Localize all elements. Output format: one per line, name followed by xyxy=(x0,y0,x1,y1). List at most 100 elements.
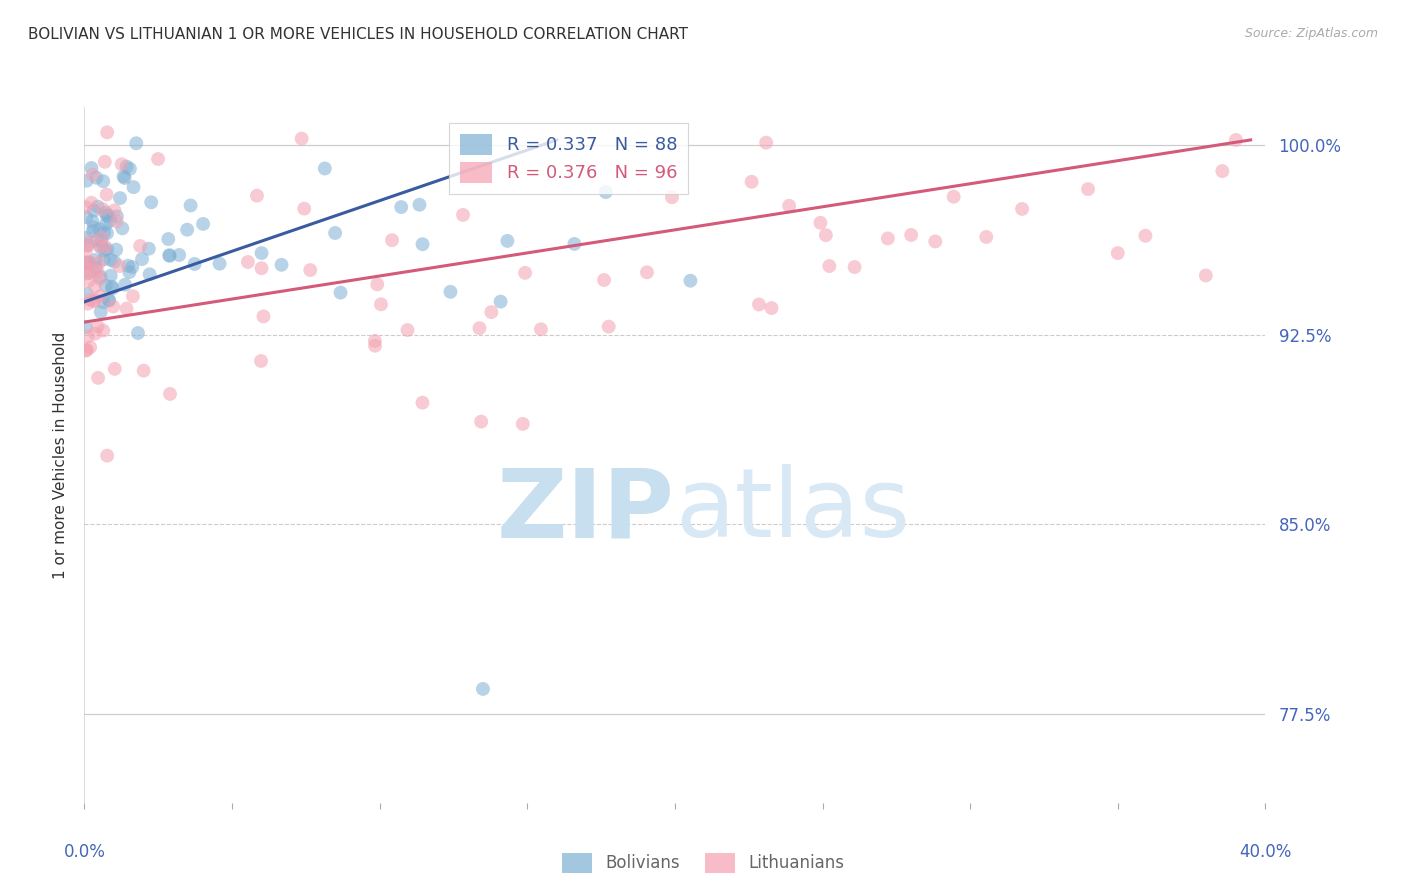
Point xyxy=(101,281,124,295)
Point xyxy=(451,208,474,222)
Point xyxy=(76,287,98,301)
Point xyxy=(513,266,536,280)
Point xyxy=(411,395,433,409)
Point xyxy=(636,265,658,279)
Point xyxy=(141,195,163,210)
Point xyxy=(366,277,388,292)
Point xyxy=(250,354,273,368)
Point xyxy=(108,191,131,205)
Point xyxy=(89,269,111,284)
Point xyxy=(530,322,553,336)
Point xyxy=(1211,164,1233,178)
Point xyxy=(595,185,617,199)
Point xyxy=(127,326,149,340)
Point xyxy=(100,279,122,293)
Point xyxy=(208,257,231,271)
Point xyxy=(1195,268,1218,283)
Point xyxy=(94,154,117,169)
Point xyxy=(96,125,118,139)
Point xyxy=(396,323,419,337)
Point xyxy=(105,243,128,257)
Point xyxy=(76,238,98,252)
Point xyxy=(75,263,97,277)
Point xyxy=(679,274,702,288)
Point xyxy=(86,170,108,185)
Point xyxy=(90,305,112,319)
Point xyxy=(94,240,117,254)
Point xyxy=(76,296,98,310)
Point xyxy=(810,216,832,230)
Point xyxy=(470,415,492,429)
Point xyxy=(176,223,198,237)
Point xyxy=(364,339,387,353)
Point xyxy=(468,321,491,335)
Point xyxy=(97,293,120,307)
Point xyxy=(79,340,101,354)
Point xyxy=(157,232,180,246)
Point xyxy=(299,263,322,277)
Point xyxy=(100,213,122,227)
Point xyxy=(75,210,97,224)
Point xyxy=(598,319,620,334)
Point xyxy=(389,200,412,214)
Point xyxy=(814,228,837,243)
Point xyxy=(94,205,117,219)
Point xyxy=(79,293,101,307)
Point xyxy=(100,252,122,267)
Point xyxy=(115,160,138,174)
Point xyxy=(370,297,392,311)
Point xyxy=(75,245,97,260)
Text: Source: ZipAtlas.com: Source: ZipAtlas.com xyxy=(1244,27,1378,40)
Point xyxy=(89,239,111,253)
Point xyxy=(83,294,105,309)
Point xyxy=(900,227,922,242)
Point xyxy=(75,343,97,358)
Point xyxy=(83,220,105,235)
Point xyxy=(924,235,946,249)
Point xyxy=(250,261,273,276)
Point xyxy=(1077,182,1099,196)
Point xyxy=(97,208,120,222)
Text: ZIP: ZIP xyxy=(496,464,675,558)
Point xyxy=(180,198,202,212)
Point xyxy=(80,195,103,210)
Point xyxy=(191,217,214,231)
Point xyxy=(118,161,141,176)
Point xyxy=(761,301,783,315)
Point xyxy=(103,203,125,218)
Point xyxy=(755,136,778,150)
Point xyxy=(115,301,138,316)
Point xyxy=(94,278,117,293)
Point xyxy=(114,171,136,186)
Point xyxy=(270,258,292,272)
Point xyxy=(118,265,141,279)
Point xyxy=(82,168,104,182)
Point xyxy=(84,326,107,341)
Point xyxy=(132,364,155,378)
Point xyxy=(121,260,143,274)
Point xyxy=(77,274,100,288)
Point xyxy=(96,187,118,202)
Point xyxy=(94,244,117,258)
Point xyxy=(439,285,461,299)
Point xyxy=(314,161,336,176)
Point xyxy=(1225,133,1247,147)
Point xyxy=(83,203,105,218)
Point xyxy=(974,230,997,244)
Point xyxy=(252,310,274,324)
Point xyxy=(93,226,115,240)
Point xyxy=(94,217,117,231)
Text: 0.0%: 0.0% xyxy=(63,843,105,861)
Point xyxy=(167,248,190,262)
Point xyxy=(83,279,105,293)
Point xyxy=(87,255,110,269)
Point xyxy=(82,263,104,277)
Point xyxy=(82,224,104,238)
Text: 40.0%: 40.0% xyxy=(1239,843,1292,861)
Point xyxy=(512,417,534,431)
Point xyxy=(103,254,125,268)
Point xyxy=(89,289,111,303)
Point xyxy=(111,221,134,235)
Y-axis label: 1 or more Vehicles in Household: 1 or more Vehicles in Household xyxy=(52,331,67,579)
Point xyxy=(111,157,134,171)
